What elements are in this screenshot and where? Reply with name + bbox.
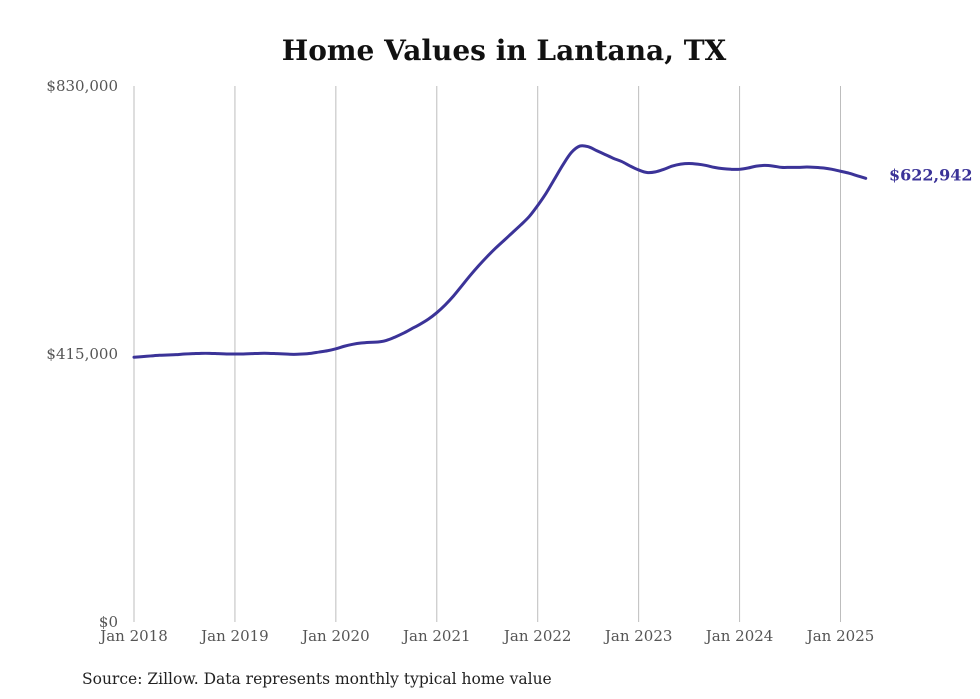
- x-tick-label: Jan 2023: [603, 627, 673, 645]
- gridlines: [133, 86, 841, 622]
- y-tick-label: $830,000: [46, 77, 118, 95]
- end-value-label: $622,942: [889, 165, 973, 184]
- x-tick-label: Jan 2021: [401, 627, 471, 645]
- x-axis-ticks: Jan 2018 Jan 2019 Jan 2020 Jan 2021 Jan 2022…: [98, 627, 874, 645]
- source-note: Source: Zillow. Data represents monthly …: [82, 670, 552, 688]
- x-tick-label: Jan 2019: [199, 627, 269, 645]
- x-tick-label: Jan 2025: [805, 627, 875, 645]
- y-tick-label: $415,000: [46, 345, 118, 363]
- series-layer: $622,942: [132, 144, 973, 359]
- chart-title: Home Values in Lantana, TX: [282, 34, 727, 67]
- y-axis-ticks: $0 $415,000 $830,000: [46, 77, 118, 631]
- y-tick-label: $0: [99, 613, 118, 631]
- series-line: [132, 144, 868, 359]
- x-tick-label: Jan 2020: [300, 627, 370, 645]
- x-tick-label: Jan 2018: [98, 627, 168, 645]
- x-tick-label: Jan 2022: [502, 627, 572, 645]
- x-tick-label: Jan 2024: [704, 627, 774, 645]
